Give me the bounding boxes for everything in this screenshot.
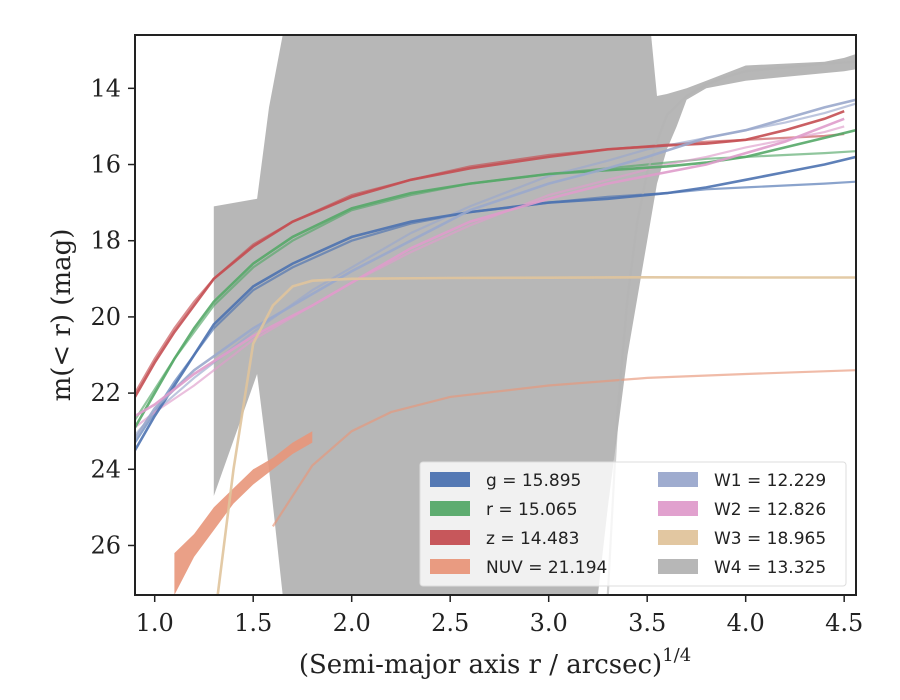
x-tick-label: 3.5 <box>628 609 666 637</box>
legend-swatch-w1 <box>658 472 698 487</box>
y-tick-label: 14 <box>90 74 121 102</box>
legend-label-w4: W4 = 13.325 <box>714 558 826 578</box>
x-tick-label: 2.0 <box>333 609 371 637</box>
y-tick-label: 22 <box>90 379 121 407</box>
legend: g = 15.895 r = 15.065 z = 14.483 NUV = 21.1… <box>419 461 847 587</box>
y-tick-label: 16 <box>90 151 121 179</box>
series-w3-line <box>216 275 856 595</box>
legend-label-z: z = 14.483 <box>486 529 579 549</box>
legend-label-w1: W1 = 12.229 <box>714 471 826 491</box>
y-tick-label: 24 <box>90 455 121 483</box>
legend-swatch-g <box>430 472 470 487</box>
legend-swatch-w3 <box>658 530 698 545</box>
x-tick-label: 1.0 <box>136 609 174 637</box>
legend-label-w2: W2 = 12.826 <box>714 500 826 520</box>
x-tick-label: 3.0 <box>530 609 568 637</box>
series-nuv-band <box>174 431 313 595</box>
y-axis-ticks: 14 16 18 20 22 24 26 <box>90 74 135 559</box>
series-r-line <box>135 128 856 429</box>
axes-frame <box>134 34 857 596</box>
legend-swatch-r <box>430 501 470 516</box>
y-axis-label: m(< r) (mag) <box>47 229 77 402</box>
legend-box <box>419 461 847 587</box>
y-tick-label: 18 <box>90 227 121 255</box>
legend-label-w3: W3 = 18.965 <box>714 529 826 549</box>
y-tick-label: 26 <box>90 531 121 559</box>
legend-swatch-w2 <box>658 501 698 516</box>
series-nuv-model-line <box>271 369 856 527</box>
plot-area <box>135 35 856 595</box>
series-w1-line <box>135 98 856 440</box>
x-tick-label: 1.5 <box>234 609 272 637</box>
x-axis-label: (Semi-major axis r / arcsec)1/4 <box>299 645 691 680</box>
x-tick-label: 4.0 <box>727 609 765 637</box>
legend-label-g: g = 15.895 <box>486 471 581 491</box>
x-tick-label: 2.5 <box>431 609 469 637</box>
legend-swatch-nuv <box>430 559 470 574</box>
series-w2-line <box>135 117 845 418</box>
x-axis-ticks: 1.0 1.5 2.0 2.5 3.0 3.5 4.0 4.5 <box>136 595 863 637</box>
series-g-line <box>135 155 856 451</box>
legend-swatch-w4 <box>658 559 698 574</box>
series-w4-model-line <box>606 60 856 595</box>
y-tick-label: 20 <box>90 303 121 331</box>
legend-swatch-z <box>430 530 470 545</box>
legend-label-nuv: NUV = 21.194 <box>486 558 607 578</box>
legend-label-r: r = 15.065 <box>486 500 578 520</box>
x-axis-label-superscript: 1/4 <box>662 645 691 666</box>
series-w4-band <box>213 35 856 595</box>
series-z-line <box>135 109 845 398</box>
x-tick-label: 4.5 <box>825 609 863 637</box>
